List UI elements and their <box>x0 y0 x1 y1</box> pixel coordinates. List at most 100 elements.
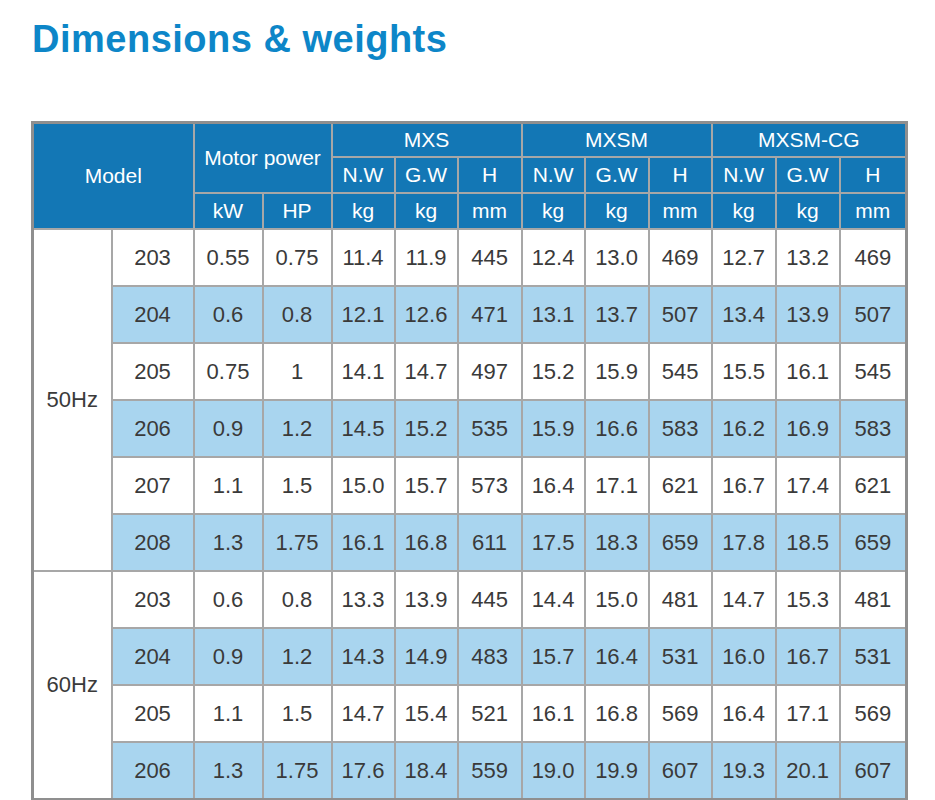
table-cell: 1.3 <box>194 742 263 800</box>
table-cell: 16.7 <box>712 457 776 514</box>
table-cell: 569 <box>649 685 712 742</box>
table-cell: 0.75 <box>194 343 263 400</box>
table-cell: 16.7 <box>776 628 840 685</box>
table-cell: 531 <box>649 628 712 685</box>
table-cell: 607 <box>840 742 907 800</box>
model-cell: 203 <box>112 229 194 286</box>
table-cell: 17.1 <box>585 457 649 514</box>
table-cell: 583 <box>840 400 907 457</box>
header-model: Model <box>33 123 194 230</box>
table-cell: 659 <box>649 514 712 571</box>
table-cell: 15.0 <box>332 457 395 514</box>
table-cell: 14.5 <box>332 400 395 457</box>
model-cell: 204 <box>112 286 194 343</box>
table-cell: 1.75 <box>263 742 332 800</box>
table-cell: 15.7 <box>522 628 585 685</box>
table-cell: 573 <box>458 457 522 514</box>
table-cell: 0.6 <box>194 286 263 343</box>
header-row-groups: Model Motor power MXS MXSM MXSM-CG <box>33 123 907 158</box>
dimensions-weights-table: Model Motor power MXS MXSM MXSM-CG N.W G… <box>31 121 908 800</box>
table-cell: 14.4 <box>522 571 585 628</box>
table-row: 204 0.6 0.8 12.1 12.6 471 13.1 13.7 507 … <box>33 286 907 343</box>
table-cell: 545 <box>840 343 907 400</box>
table-row: 204 0.9 1.2 14.3 14.9 483 15.7 16.4 531 … <box>33 628 907 685</box>
header-unit: kg <box>395 193 458 229</box>
table-row: 50Hz 203 0.55 0.75 11.4 11.9 445 12.4 13… <box>33 229 907 286</box>
header-unit-kw: kW <box>194 193 263 229</box>
header-mxsm-h: H <box>649 157 712 193</box>
table-cell: 20.1 <box>776 742 840 800</box>
table-cell: 13.4 <box>712 286 776 343</box>
header-mxsm-cg-h: H <box>840 157 907 193</box>
table-cell: 14.7 <box>395 343 458 400</box>
table-cell: 12.7 <box>712 229 776 286</box>
table-cell: 559 <box>458 742 522 800</box>
table-cell: 1.5 <box>263 685 332 742</box>
header-group-mxsm: MXSM <box>522 123 712 158</box>
table-cell: 13.9 <box>395 571 458 628</box>
table-row: 206 0.9 1.2 14.5 15.2 535 15.9 16.6 583 … <box>33 400 907 457</box>
table-cell: 18.5 <box>776 514 840 571</box>
header-unit: mm <box>649 193 712 229</box>
table-cell: 16.4 <box>712 685 776 742</box>
table-cell: 531 <box>840 628 907 685</box>
header-unit: kg <box>776 193 840 229</box>
table-cell: 545 <box>649 343 712 400</box>
table-cell: 445 <box>458 571 522 628</box>
table-cell: 0.6 <box>194 571 263 628</box>
header-unit: mm <box>458 193 522 229</box>
table-cell: 13.3 <box>332 571 395 628</box>
header-unit-hp: HP <box>263 193 332 229</box>
table-cell: 0.75 <box>263 229 332 286</box>
table-cell: 18.4 <box>395 742 458 800</box>
table-cell: 507 <box>649 286 712 343</box>
table-cell: 15.7 <box>395 457 458 514</box>
table-cell: 607 <box>649 742 712 800</box>
table-cell: 18.3 <box>585 514 649 571</box>
table-cell: 521 <box>458 685 522 742</box>
table-cell: 1.2 <box>263 628 332 685</box>
table-cell: 15.9 <box>585 343 649 400</box>
header-mxsm-nw: N.W <box>522 157 585 193</box>
table-cell: 483 <box>458 628 522 685</box>
table-cell: 1.1 <box>194 457 263 514</box>
table-cell: 14.3 <box>332 628 395 685</box>
table-cell: 659 <box>840 514 907 571</box>
model-cell: 205 <box>112 685 194 742</box>
table-cell: 16.1 <box>332 514 395 571</box>
table-cell: 497 <box>458 343 522 400</box>
table-cell: 14.7 <box>332 685 395 742</box>
table-cell: 16.1 <box>522 685 585 742</box>
table-cell: 11.4 <box>332 229 395 286</box>
model-cell: 204 <box>112 628 194 685</box>
table-cell: 16.4 <box>585 628 649 685</box>
table-cell: 445 <box>458 229 522 286</box>
table-cell: 471 <box>458 286 522 343</box>
table-cell: 1.2 <box>263 400 332 457</box>
table-cell: 15.3 <box>776 571 840 628</box>
model-cell: 208 <box>112 514 194 571</box>
table-cell: 16.2 <box>712 400 776 457</box>
frequency-cell-60hz: 60Hz <box>33 571 112 800</box>
table-row: 208 1.3 1.75 16.1 16.8 611 17.5 18.3 659… <box>33 514 907 571</box>
table-row: 205 1.1 1.5 14.7 15.4 521 16.1 16.8 569 … <box>33 685 907 742</box>
table-cell: 13.2 <box>776 229 840 286</box>
frequency-cell-50hz: 50Hz <box>33 229 112 571</box>
table-cell: 1 <box>263 343 332 400</box>
header-mxs-gw: G.W <box>395 157 458 193</box>
table-cell: 16.8 <box>395 514 458 571</box>
table-cell: 569 <box>840 685 907 742</box>
model-cell: 205 <box>112 343 194 400</box>
table-cell: 17.6 <box>332 742 395 800</box>
table-cell: 583 <box>649 400 712 457</box>
table-cell: 535 <box>458 400 522 457</box>
table-cell: 16.9 <box>776 400 840 457</box>
table-cell: 17.1 <box>776 685 840 742</box>
table-cell: 15.2 <box>522 343 585 400</box>
table-cell: 1.5 <box>263 457 332 514</box>
header-unit: kg <box>712 193 776 229</box>
table-cell: 12.1 <box>332 286 395 343</box>
table-cell: 481 <box>840 571 907 628</box>
table-cell: 19.3 <box>712 742 776 800</box>
table-cell: 15.4 <box>395 685 458 742</box>
